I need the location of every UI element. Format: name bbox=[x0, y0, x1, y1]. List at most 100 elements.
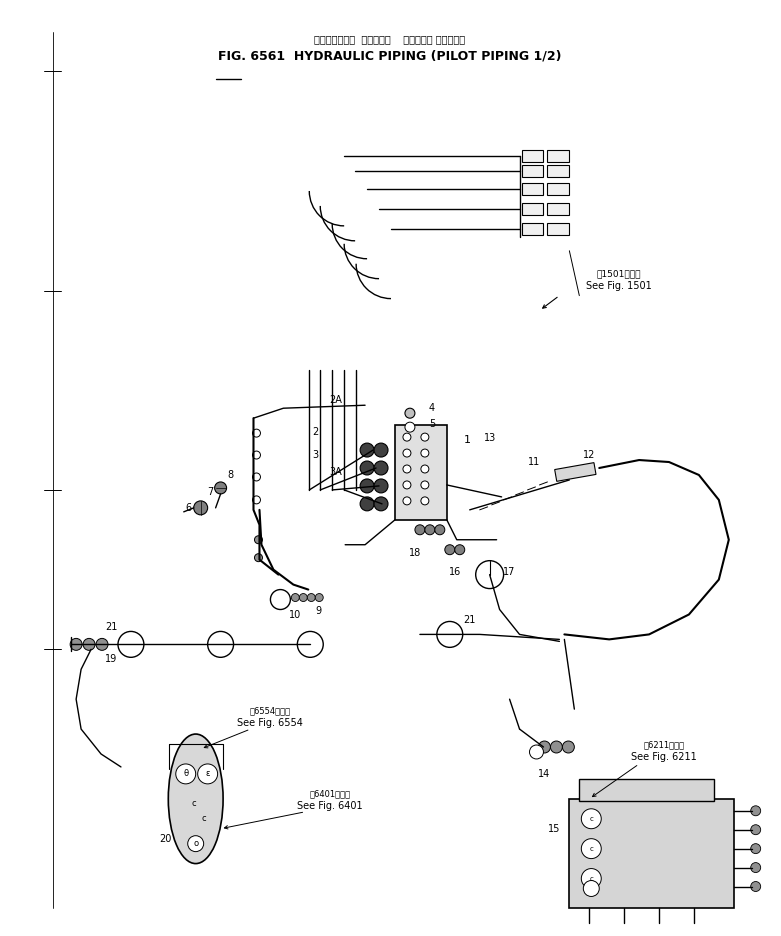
Circle shape bbox=[215, 482, 226, 494]
Text: 10: 10 bbox=[289, 610, 301, 621]
Circle shape bbox=[291, 593, 299, 602]
Text: 第6554図参照: 第6554図参照 bbox=[250, 707, 291, 716]
Circle shape bbox=[374, 497, 388, 511]
Circle shape bbox=[83, 638, 95, 651]
Text: 2: 2 bbox=[312, 427, 319, 437]
Circle shape bbox=[298, 632, 323, 657]
Bar bbox=[569, 798, 734, 909]
Bar bbox=[522, 203, 544, 215]
Circle shape bbox=[198, 764, 218, 783]
Circle shape bbox=[405, 422, 415, 432]
Circle shape bbox=[751, 806, 761, 816]
Circle shape bbox=[70, 638, 82, 651]
Circle shape bbox=[176, 764, 196, 783]
Text: c: c bbox=[201, 814, 206, 824]
Circle shape bbox=[360, 479, 374, 493]
Circle shape bbox=[299, 593, 307, 602]
Circle shape bbox=[581, 869, 601, 888]
Circle shape bbox=[255, 535, 262, 544]
Text: 7: 7 bbox=[208, 487, 214, 497]
Text: 第6211図参照: 第6211図参照 bbox=[644, 740, 685, 750]
Circle shape bbox=[751, 843, 761, 854]
Circle shape bbox=[403, 497, 411, 505]
Text: 16: 16 bbox=[448, 566, 461, 577]
Text: 20: 20 bbox=[159, 834, 172, 843]
Text: 18: 18 bbox=[408, 548, 421, 558]
Circle shape bbox=[421, 497, 429, 505]
Text: 21: 21 bbox=[464, 616, 476, 625]
Circle shape bbox=[270, 590, 291, 609]
Circle shape bbox=[583, 881, 599, 897]
Text: 3A: 3A bbox=[329, 467, 341, 477]
Text: 第6401図参照: 第6401図参照 bbox=[309, 789, 351, 798]
Circle shape bbox=[425, 525, 435, 534]
Circle shape bbox=[562, 741, 574, 753]
Circle shape bbox=[96, 638, 108, 651]
Bar bbox=[547, 183, 569, 195]
Circle shape bbox=[252, 473, 261, 481]
Bar bbox=[580, 779, 714, 801]
Text: 第1501図参照: 第1501図参照 bbox=[597, 270, 641, 278]
Bar bbox=[547, 165, 569, 177]
Text: 3: 3 bbox=[312, 450, 319, 461]
Text: 17: 17 bbox=[504, 566, 515, 577]
Text: See Fig. 6211: See Fig. 6211 bbox=[631, 752, 697, 762]
Circle shape bbox=[415, 525, 425, 534]
Circle shape bbox=[476, 561, 504, 589]
Circle shape bbox=[437, 622, 462, 648]
Circle shape bbox=[360, 461, 374, 475]
Text: 8: 8 bbox=[227, 470, 234, 480]
Circle shape bbox=[374, 479, 388, 493]
Circle shape bbox=[194, 501, 208, 515]
Text: o: o bbox=[193, 840, 198, 848]
Circle shape bbox=[374, 443, 388, 457]
Circle shape bbox=[538, 741, 551, 753]
Circle shape bbox=[252, 496, 261, 504]
Circle shape bbox=[581, 839, 601, 858]
Circle shape bbox=[435, 525, 445, 534]
Circle shape bbox=[187, 836, 204, 852]
Text: 4: 4 bbox=[429, 403, 435, 413]
Bar bbox=[522, 223, 544, 235]
Circle shape bbox=[403, 465, 411, 473]
Text: See Fig. 6554: See Fig. 6554 bbox=[237, 718, 303, 728]
Circle shape bbox=[751, 882, 761, 891]
Circle shape bbox=[403, 481, 411, 489]
Circle shape bbox=[403, 433, 411, 441]
Circle shape bbox=[252, 451, 261, 459]
Text: See Fig. 1501: See Fig. 1501 bbox=[587, 281, 652, 291]
Ellipse shape bbox=[168, 734, 223, 864]
Text: 19: 19 bbox=[105, 654, 117, 665]
Text: 13: 13 bbox=[483, 433, 496, 443]
Circle shape bbox=[118, 632, 144, 657]
Circle shape bbox=[421, 449, 429, 457]
Text: 11: 11 bbox=[529, 457, 540, 467]
Circle shape bbox=[374, 461, 388, 475]
Bar bbox=[547, 203, 569, 215]
Text: c: c bbox=[191, 799, 196, 809]
Circle shape bbox=[252, 429, 261, 437]
Text: c: c bbox=[590, 875, 594, 882]
Text: 6: 6 bbox=[186, 503, 192, 513]
Bar bbox=[522, 183, 544, 195]
Text: See Fig. 6401: See Fig. 6401 bbox=[298, 801, 363, 811]
Circle shape bbox=[405, 408, 415, 418]
Circle shape bbox=[751, 863, 761, 872]
Bar bbox=[555, 462, 596, 481]
Circle shape bbox=[581, 809, 601, 828]
Text: ハイドロリック  パイピング    パイロット パイピング: ハイドロリック パイピング パイロット パイピング bbox=[315, 35, 465, 45]
Circle shape bbox=[360, 443, 374, 457]
Text: 1: 1 bbox=[464, 435, 471, 446]
Circle shape bbox=[455, 545, 465, 555]
Text: 5: 5 bbox=[429, 419, 435, 430]
Text: 12: 12 bbox=[583, 450, 595, 461]
Text: FIG. 6561  HYDRAULIC PIPING (PILOT PIPING 1/2): FIG. 6561 HYDRAULIC PIPING (PILOT PIPING… bbox=[218, 50, 562, 63]
Circle shape bbox=[530, 745, 544, 759]
Circle shape bbox=[421, 433, 429, 441]
Bar bbox=[547, 223, 569, 235]
Text: c: c bbox=[590, 845, 594, 852]
Bar bbox=[547, 150, 569, 162]
Circle shape bbox=[208, 632, 234, 657]
Circle shape bbox=[445, 545, 455, 555]
Text: ε: ε bbox=[205, 769, 210, 779]
